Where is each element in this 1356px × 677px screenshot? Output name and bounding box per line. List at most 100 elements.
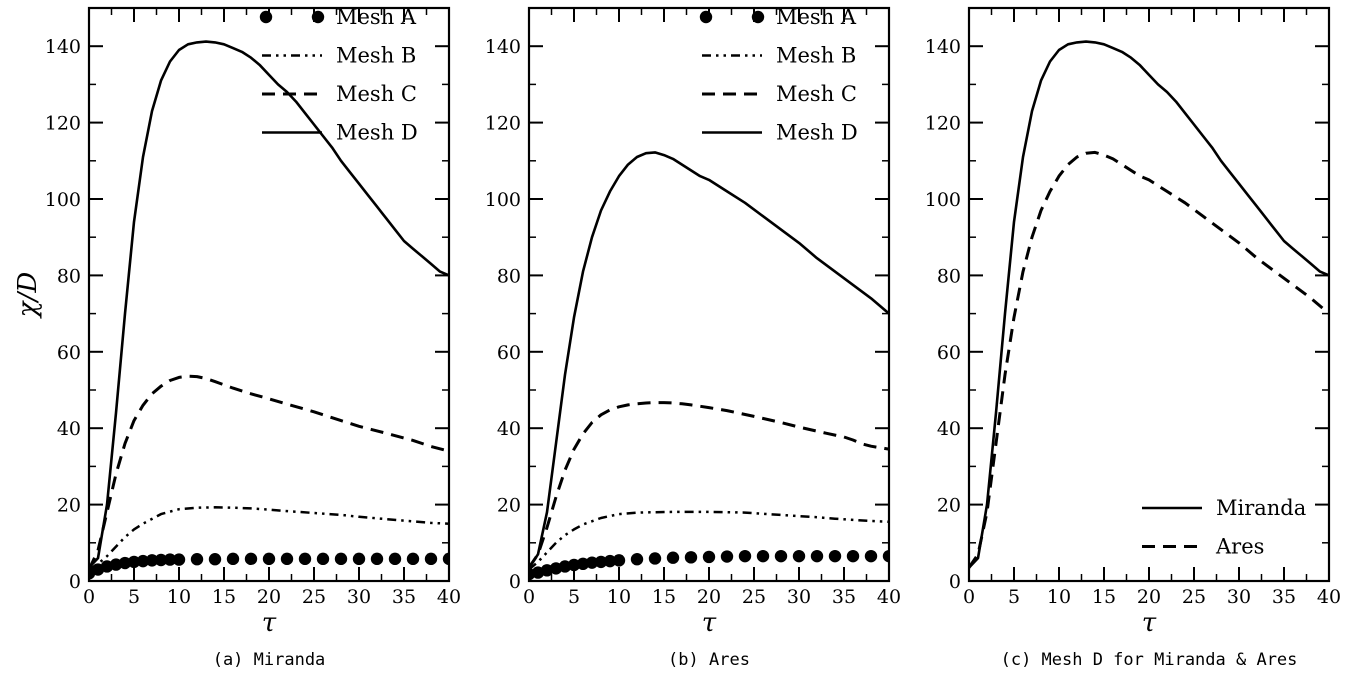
x-tick-label: 20: [1137, 586, 1161, 608]
x-tick-label: 30: [787, 586, 811, 608]
legend-label: Mesh C: [776, 82, 857, 106]
data-point: [154, 553, 168, 567]
data-point: [810, 549, 824, 563]
legend-label: Mesh B: [776, 44, 856, 68]
chart-panel-3: 0 5 10 15 20 25 30 35 40 0 20 40 60 80 100 120 140 Mirand…: [925, 6, 1341, 670]
data-point: [666, 551, 680, 564]
y-tick-label: 80: [497, 265, 521, 287]
data-point: [370, 552, 384, 566]
panel-caption: (a) Miranda: [213, 650, 326, 670]
y-tick-label: 40: [937, 418, 961, 440]
data-point: [280, 552, 294, 566]
series-miranda-line: [969, 40, 1329, 569]
y-tick-label: 140: [45, 36, 81, 58]
x-tick-label: 30: [347, 586, 371, 608]
data-point: [648, 552, 662, 565]
data-point: [612, 554, 626, 567]
x-tick-label: 20: [697, 586, 721, 608]
y-tick-label: 20: [937, 495, 961, 517]
y-tick-label: 0: [509, 571, 521, 593]
data-point: [576, 557, 590, 571]
series-mesh-b-line: [89, 506, 449, 571]
x-tick-label: 30: [1227, 586, 1251, 608]
data-point: [864, 549, 878, 563]
legend-entry: Mesh D: [262, 121, 418, 145]
data-point: [298, 552, 312, 566]
legend-label: Mesh A: [336, 5, 417, 29]
y-tick-label: 120: [485, 113, 521, 135]
chart-panel-1: 0 5 10 15 20 25 30 35 40 0 20 40 60 80 100 120 140 Mesh A…: [13, 5, 461, 670]
x-tick-label: 15: [1092, 586, 1116, 608]
x-tick-label: 15: [652, 586, 676, 608]
x-tick-label: 20: [257, 586, 281, 608]
data-point: [828, 549, 842, 563]
data-point: [756, 549, 770, 563]
x-tick-label: 0: [83, 586, 95, 608]
data-point: [720, 550, 734, 563]
legend-entry: Mesh A: [699, 5, 857, 29]
data-point: [594, 555, 608, 569]
y-tick-label: 0: [69, 571, 81, 593]
data-point: [630, 553, 644, 566]
legend-marker: [751, 10, 765, 24]
y-tick-label: 120: [45, 113, 81, 135]
data-point: [406, 552, 420, 566]
data-point: [127, 555, 141, 569]
legend-label: Mesh D: [336, 121, 418, 145]
y-tick-label: 60: [497, 342, 521, 364]
chart-panel-2: 0 5 10 15 20 25 30 35 40 0 20 40 60 80 100 120 140 Mesh A…: [485, 5, 901, 670]
y-tick-label: 100: [925, 189, 961, 211]
data-point: [136, 554, 150, 568]
legend: Miranda Ares: [1142, 496, 1306, 559]
x-axis-label: τ: [1142, 608, 1157, 638]
y-tick-label: 80: [937, 265, 961, 287]
y-tick-label: 100: [485, 189, 521, 211]
y-tick-label: 120: [925, 113, 961, 135]
y-tick-label: 60: [937, 342, 961, 364]
x-tick-label: 40: [1317, 586, 1341, 608]
x-tick-label: 10: [1047, 586, 1071, 608]
data-point: [388, 552, 402, 566]
data-point: [316, 552, 330, 566]
x-tick-label: 25: [1182, 586, 1206, 608]
x-tick-label: 5: [128, 586, 140, 608]
plot-frame: [87, 6, 451, 583]
y-tick-label: 0: [949, 571, 961, 593]
data-point: [190, 553, 204, 566]
x-tick-label: 40: [877, 586, 901, 608]
legend-entry: Mesh B: [702, 44, 856, 68]
x-tick-label: 0: [963, 586, 975, 608]
data-point: [172, 553, 186, 566]
legend-entry: Mesh D: [702, 121, 858, 145]
legend-entry: Ares: [1142, 535, 1264, 559]
y-tick-label: 100: [45, 189, 81, 211]
legend: Mesh A Mesh B Mesh C Mesh D: [259, 5, 418, 145]
y-tick-label: 40: [57, 418, 81, 440]
x-tick-label: 35: [832, 586, 856, 608]
x-tick-label: 25: [302, 586, 326, 608]
x-tick-label: 35: [1272, 586, 1296, 608]
series-mesh-c-line: [529, 401, 889, 569]
legend-entry: Mesh C: [702, 82, 857, 106]
x-tick-label: 25: [742, 586, 766, 608]
x-tick-label: 10: [167, 586, 191, 608]
x-axis-label: τ: [262, 608, 277, 638]
legend-entry: Mesh A: [259, 5, 417, 29]
x-axis-label: τ: [702, 608, 717, 638]
x-tick-label: 10: [607, 586, 631, 608]
x-tick-label: 5: [568, 586, 580, 608]
legend-marker: [311, 10, 325, 24]
data-point: [226, 552, 240, 566]
x-tick-label: 15: [212, 586, 236, 608]
x-tick-label: 40: [437, 586, 461, 608]
legend-marker: [259, 10, 273, 24]
x-tick-label: 0: [523, 586, 535, 608]
series-mesh-d-line: [529, 151, 889, 569]
data-point: [352, 552, 366, 566]
data-point: [882, 549, 889, 563]
legend-marker: [699, 10, 713, 24]
x-tick-label: 5: [1008, 586, 1020, 608]
data-point: [774, 549, 788, 563]
data-point: [424, 552, 438, 566]
